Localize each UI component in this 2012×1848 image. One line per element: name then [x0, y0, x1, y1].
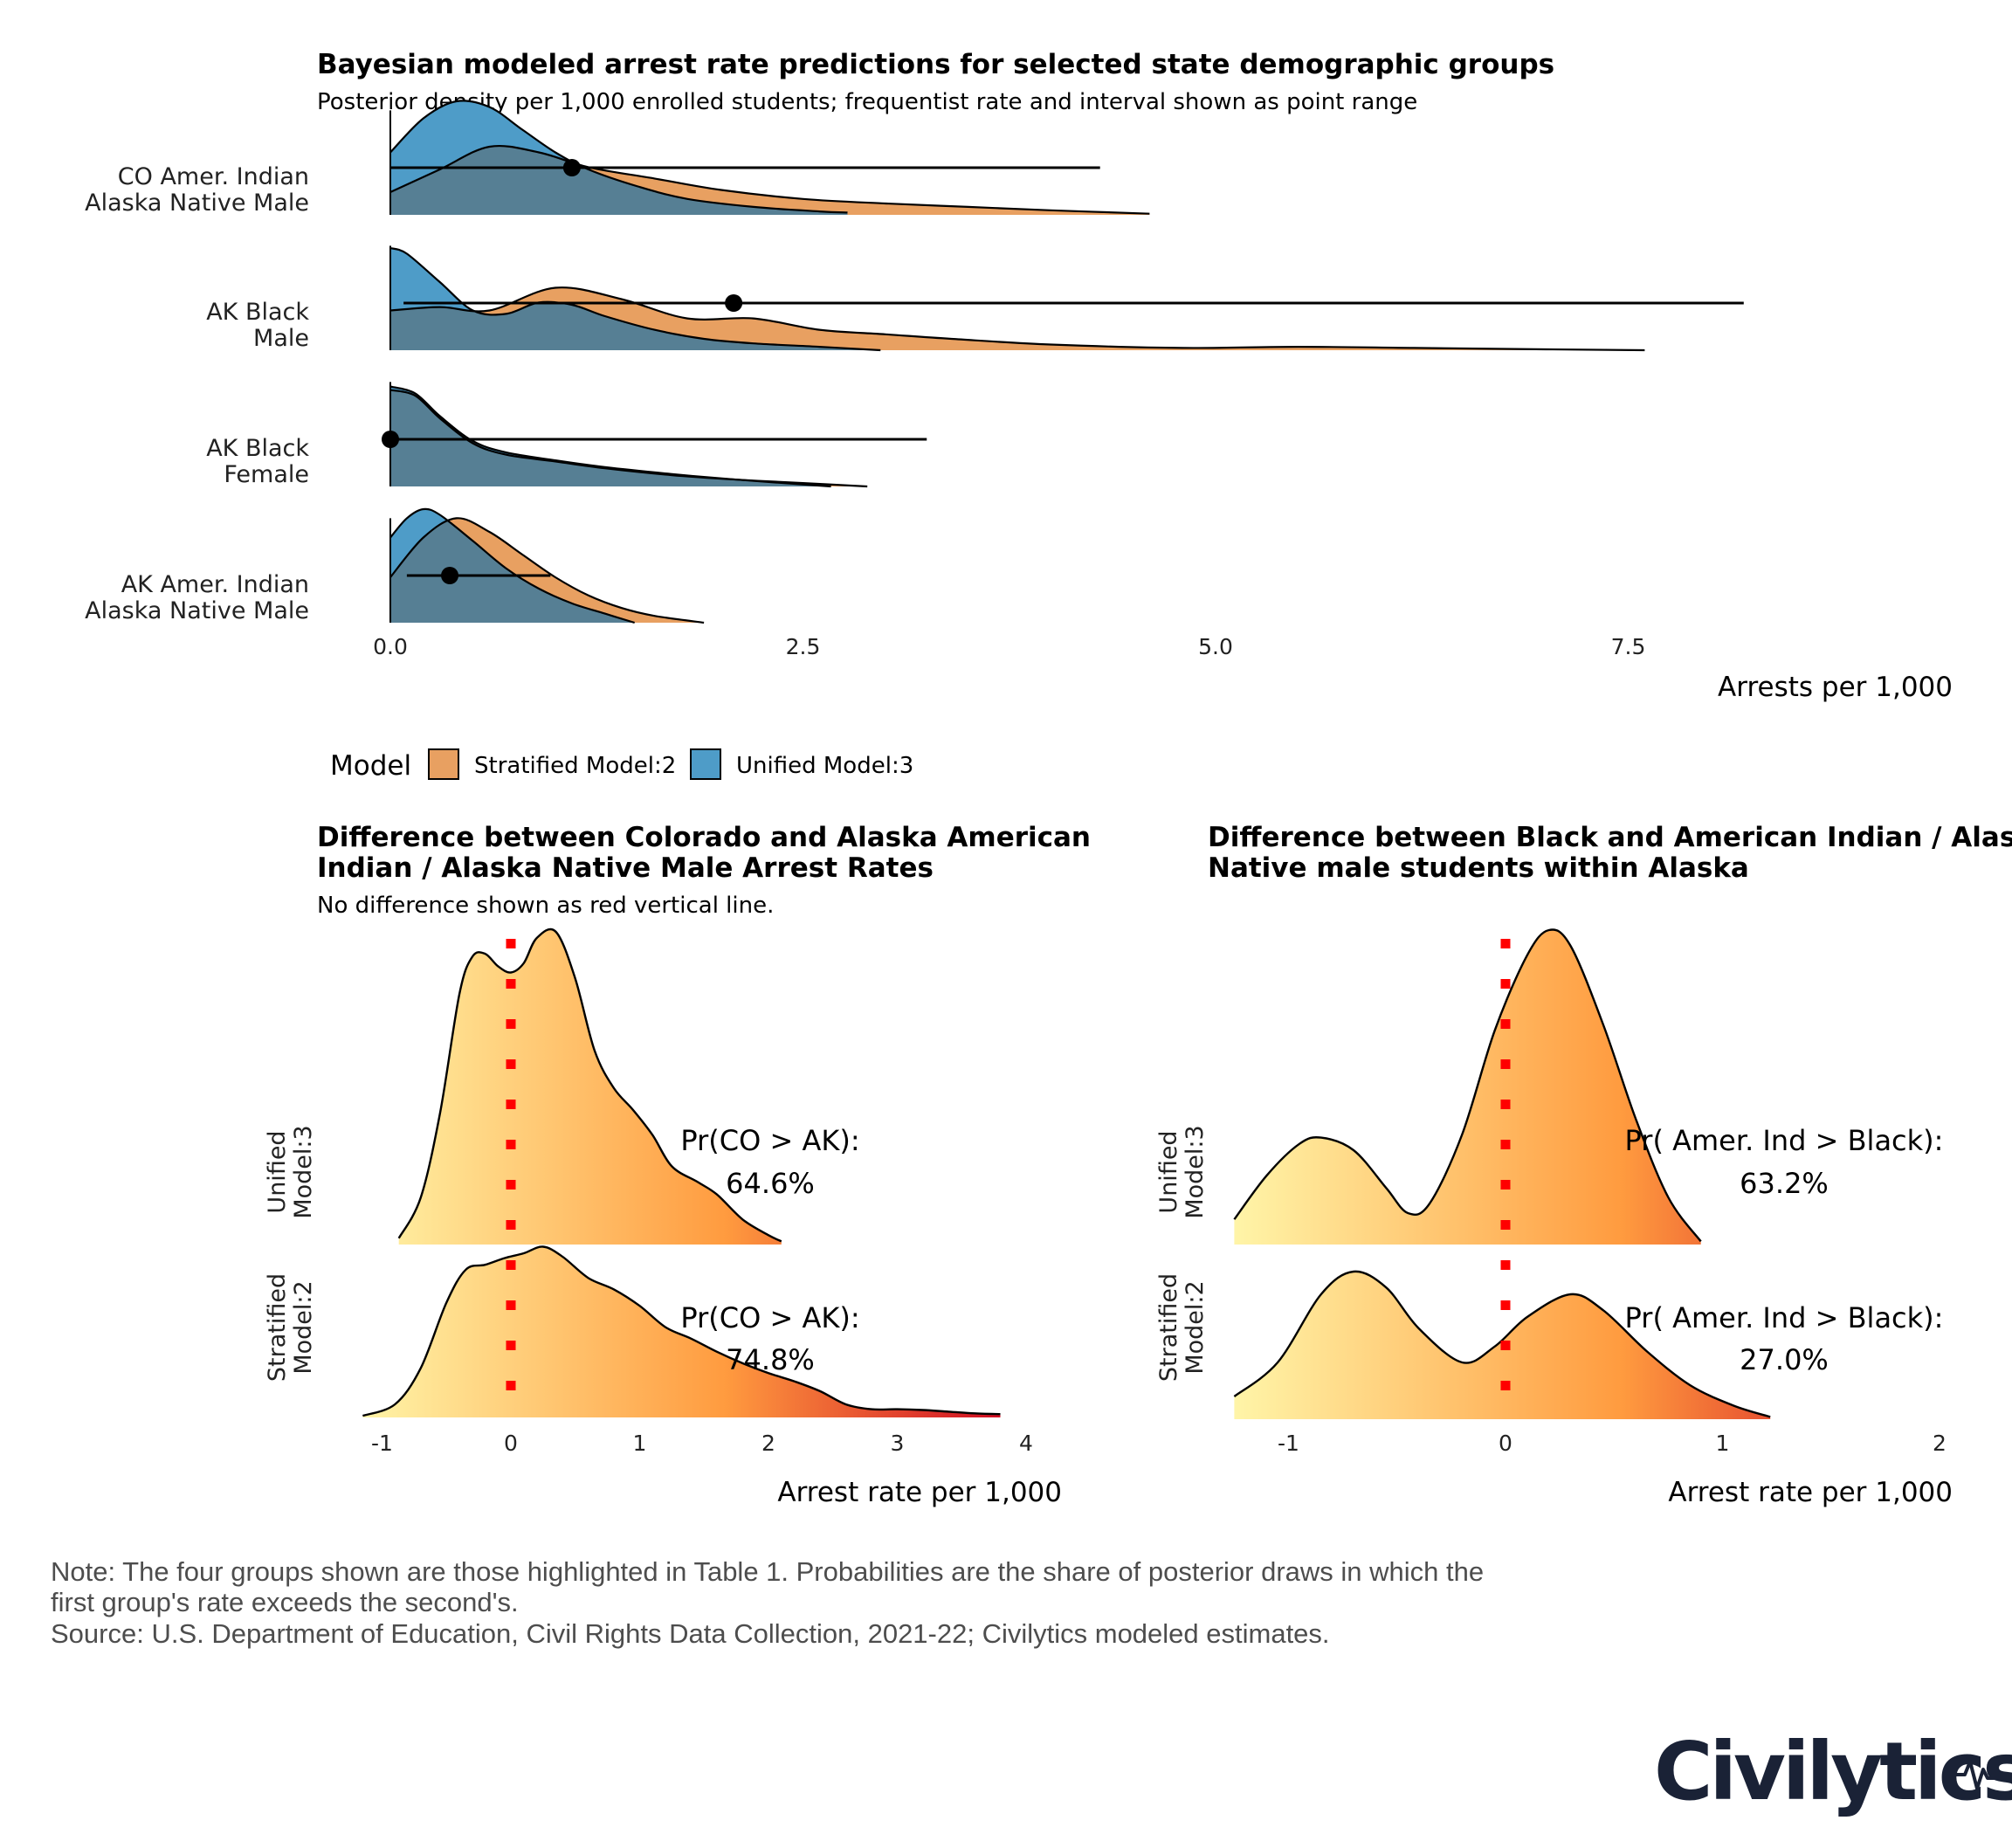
heartbeat-icon	[1950, 1760, 2002, 1790]
density-area	[362, 1246, 1001, 1417]
group-label-line1: AK Black	[206, 299, 309, 326]
x-tick-label: 7.5	[1611, 634, 1646, 659]
left-row-label-stratified-line2: Model:2	[290, 1280, 317, 1374]
left-row-label-unified-line2: Model:3	[290, 1125, 317, 1218]
right-panel: Difference between Black and American In…	[1155, 822, 2012, 1508]
right-panel-title-line1: Difference between Black and American In…	[1208, 822, 2012, 853]
x-tick-label: 2.5	[786, 634, 821, 659]
density-stratified-outline	[389, 517, 705, 624]
density-area	[398, 928, 782, 1245]
left-density-curves	[362, 927, 1001, 1417]
density-overlap	[390, 390, 831, 486]
density-overlap	[390, 518, 635, 623]
density-overlap	[390, 287, 881, 350]
x-tick-label: 1	[1716, 1431, 1730, 1456]
group-label-line1: CO Amer. Indian	[118, 163, 309, 190]
legend-swatch-unified	[690, 748, 721, 780]
group-label-line1: AK Amer. Indian	[121, 571, 309, 598]
x-tick-label: 1	[633, 1431, 647, 1456]
x-tick-label: 0.0	[373, 634, 408, 659]
right-prob-value-unified: 63.2%	[1740, 1167, 1829, 1200]
left-prob-value-unified: 64.6%	[726, 1167, 815, 1200]
right-prob-label-unified: Pr( Amer. Ind > Black):	[1625, 1124, 1944, 1157]
right-x-axis-label: Arrest rate per 1,000	[1668, 1477, 1953, 1508]
legend: Model Stratified Model:2 Unified Model:3	[330, 748, 913, 782]
group-label-line1: AK Black	[206, 435, 309, 462]
point-estimate	[441, 567, 459, 584]
point-estimate	[562, 159, 581, 176]
footnote-line1: Note: The four groups shown are those hi…	[51, 1556, 1484, 1587]
point-estimate	[382, 431, 399, 448]
top-x-ticks: 0.0 2.5 5.0 7.5	[373, 634, 1645, 659]
x-tick-label: 3	[891, 1431, 905, 1456]
group-label-line2: Male	[253, 325, 309, 352]
x-tick-label: -1	[371, 1431, 393, 1456]
density-unified-outline	[389, 385, 831, 488]
right-panel-title-line2: Native male students within Alaska	[1208, 852, 1749, 884]
legend-title: Model	[330, 750, 411, 782]
x-tick-label: 0	[504, 1431, 518, 1456]
right-row-label-unified-line2: Model:3	[1182, 1125, 1209, 1218]
group-label-line2: Female	[224, 461, 309, 488]
density-unified-outline	[389, 246, 881, 352]
top-panel-title: Bayesian modeled arrest rate predictions…	[317, 49, 1554, 80]
top-x-axis-label: Arrests per 1,000	[1718, 672, 1953, 703]
civilytics-logo: Civilytics	[1654, 1725, 2012, 1818]
left-panel-subtitle: No difference shown as red vertical line…	[317, 893, 774, 919]
x-tick-label: 2	[1933, 1431, 1947, 1456]
x-tick-label: 5.0	[1198, 634, 1233, 659]
left-x-ticks: -1 0 1 2 3 4	[371, 1431, 1033, 1456]
legend-swatch-stratified	[428, 748, 459, 780]
legend-label-stratified: Stratified Model:2	[474, 753, 676, 779]
density-area	[1234, 929, 1701, 1245]
density-stratified-outline	[389, 286, 1645, 352]
left-row-label-stratified-line1: Stratified	[264, 1273, 291, 1382]
point-estimate	[725, 294, 743, 312]
left-panel: Difference between Colorado and Alaska A…	[264, 822, 1091, 1508]
density-outline	[1233, 1270, 1771, 1418]
x-tick-label: 4	[1019, 1431, 1033, 1456]
x-tick-label: -1	[1278, 1431, 1299, 1456]
footnote-line2: first group's rate exceeds the second's.	[51, 1587, 519, 1617]
footnote-line3: Source: U.S. Department of Education, Ci…	[51, 1618, 1330, 1649]
top-panel: Bayesian modeled arrest rate predictions…	[85, 49, 1953, 703]
right-row-label-stratified-line1: Stratified	[1155, 1273, 1182, 1382]
density-stratified-outline	[389, 145, 1150, 215]
group-label-line2: Alaska Native Male	[85, 597, 309, 624]
right-row-label-stratified-line2: Model:2	[1182, 1280, 1209, 1374]
left-row-label-unified-line1: Unified	[264, 1130, 291, 1213]
x-tick-label: 0	[1499, 1431, 1512, 1456]
density-stratified	[390, 287, 1645, 350]
top-ridges	[382, 100, 1744, 624]
top-panel-subtitle: Posterior density per 1,000 enrolled stu…	[317, 89, 1417, 115]
density-outline	[397, 927, 782, 1243]
left-panel-title-line2: Indian / Alaska Native Male Arrest Rates	[317, 852, 934, 884]
left-prob-label-stratified: Pr(CO > AK):	[680, 1301, 859, 1334]
right-prob-label-stratified: Pr( Amer. Ind > Black):	[1625, 1301, 1944, 1334]
density-unified-outline	[389, 507, 636, 624]
right-x-ticks: -1 0 1 2	[1278, 1431, 1947, 1456]
left-prob-value-stratified: 74.8%	[726, 1343, 815, 1376]
left-prob-label-unified: Pr(CO > AK):	[680, 1124, 859, 1157]
right-prob-value-stratified: 27.0%	[1740, 1343, 1829, 1376]
density-outline	[362, 1245, 1001, 1417]
density-outline	[1233, 928, 1702, 1243]
right-row-label-unified-line1: Unified	[1155, 1130, 1182, 1213]
footnote: Note: The four groups shown are those hi…	[51, 1556, 1484, 1649]
density-overlap	[390, 146, 848, 215]
left-x-axis-label: Arrest rate per 1,000	[777, 1477, 1062, 1508]
logo-wordmark: Civilytics	[1654, 1725, 2012, 1818]
left-panel-title-line1: Difference between Colorado and Alaska A…	[317, 822, 1091, 853]
legend-label-unified: Unified Model:3	[736, 753, 913, 779]
group-label-line2: Alaska Native Male	[85, 190, 309, 217]
x-tick-label: 2	[761, 1431, 775, 1456]
